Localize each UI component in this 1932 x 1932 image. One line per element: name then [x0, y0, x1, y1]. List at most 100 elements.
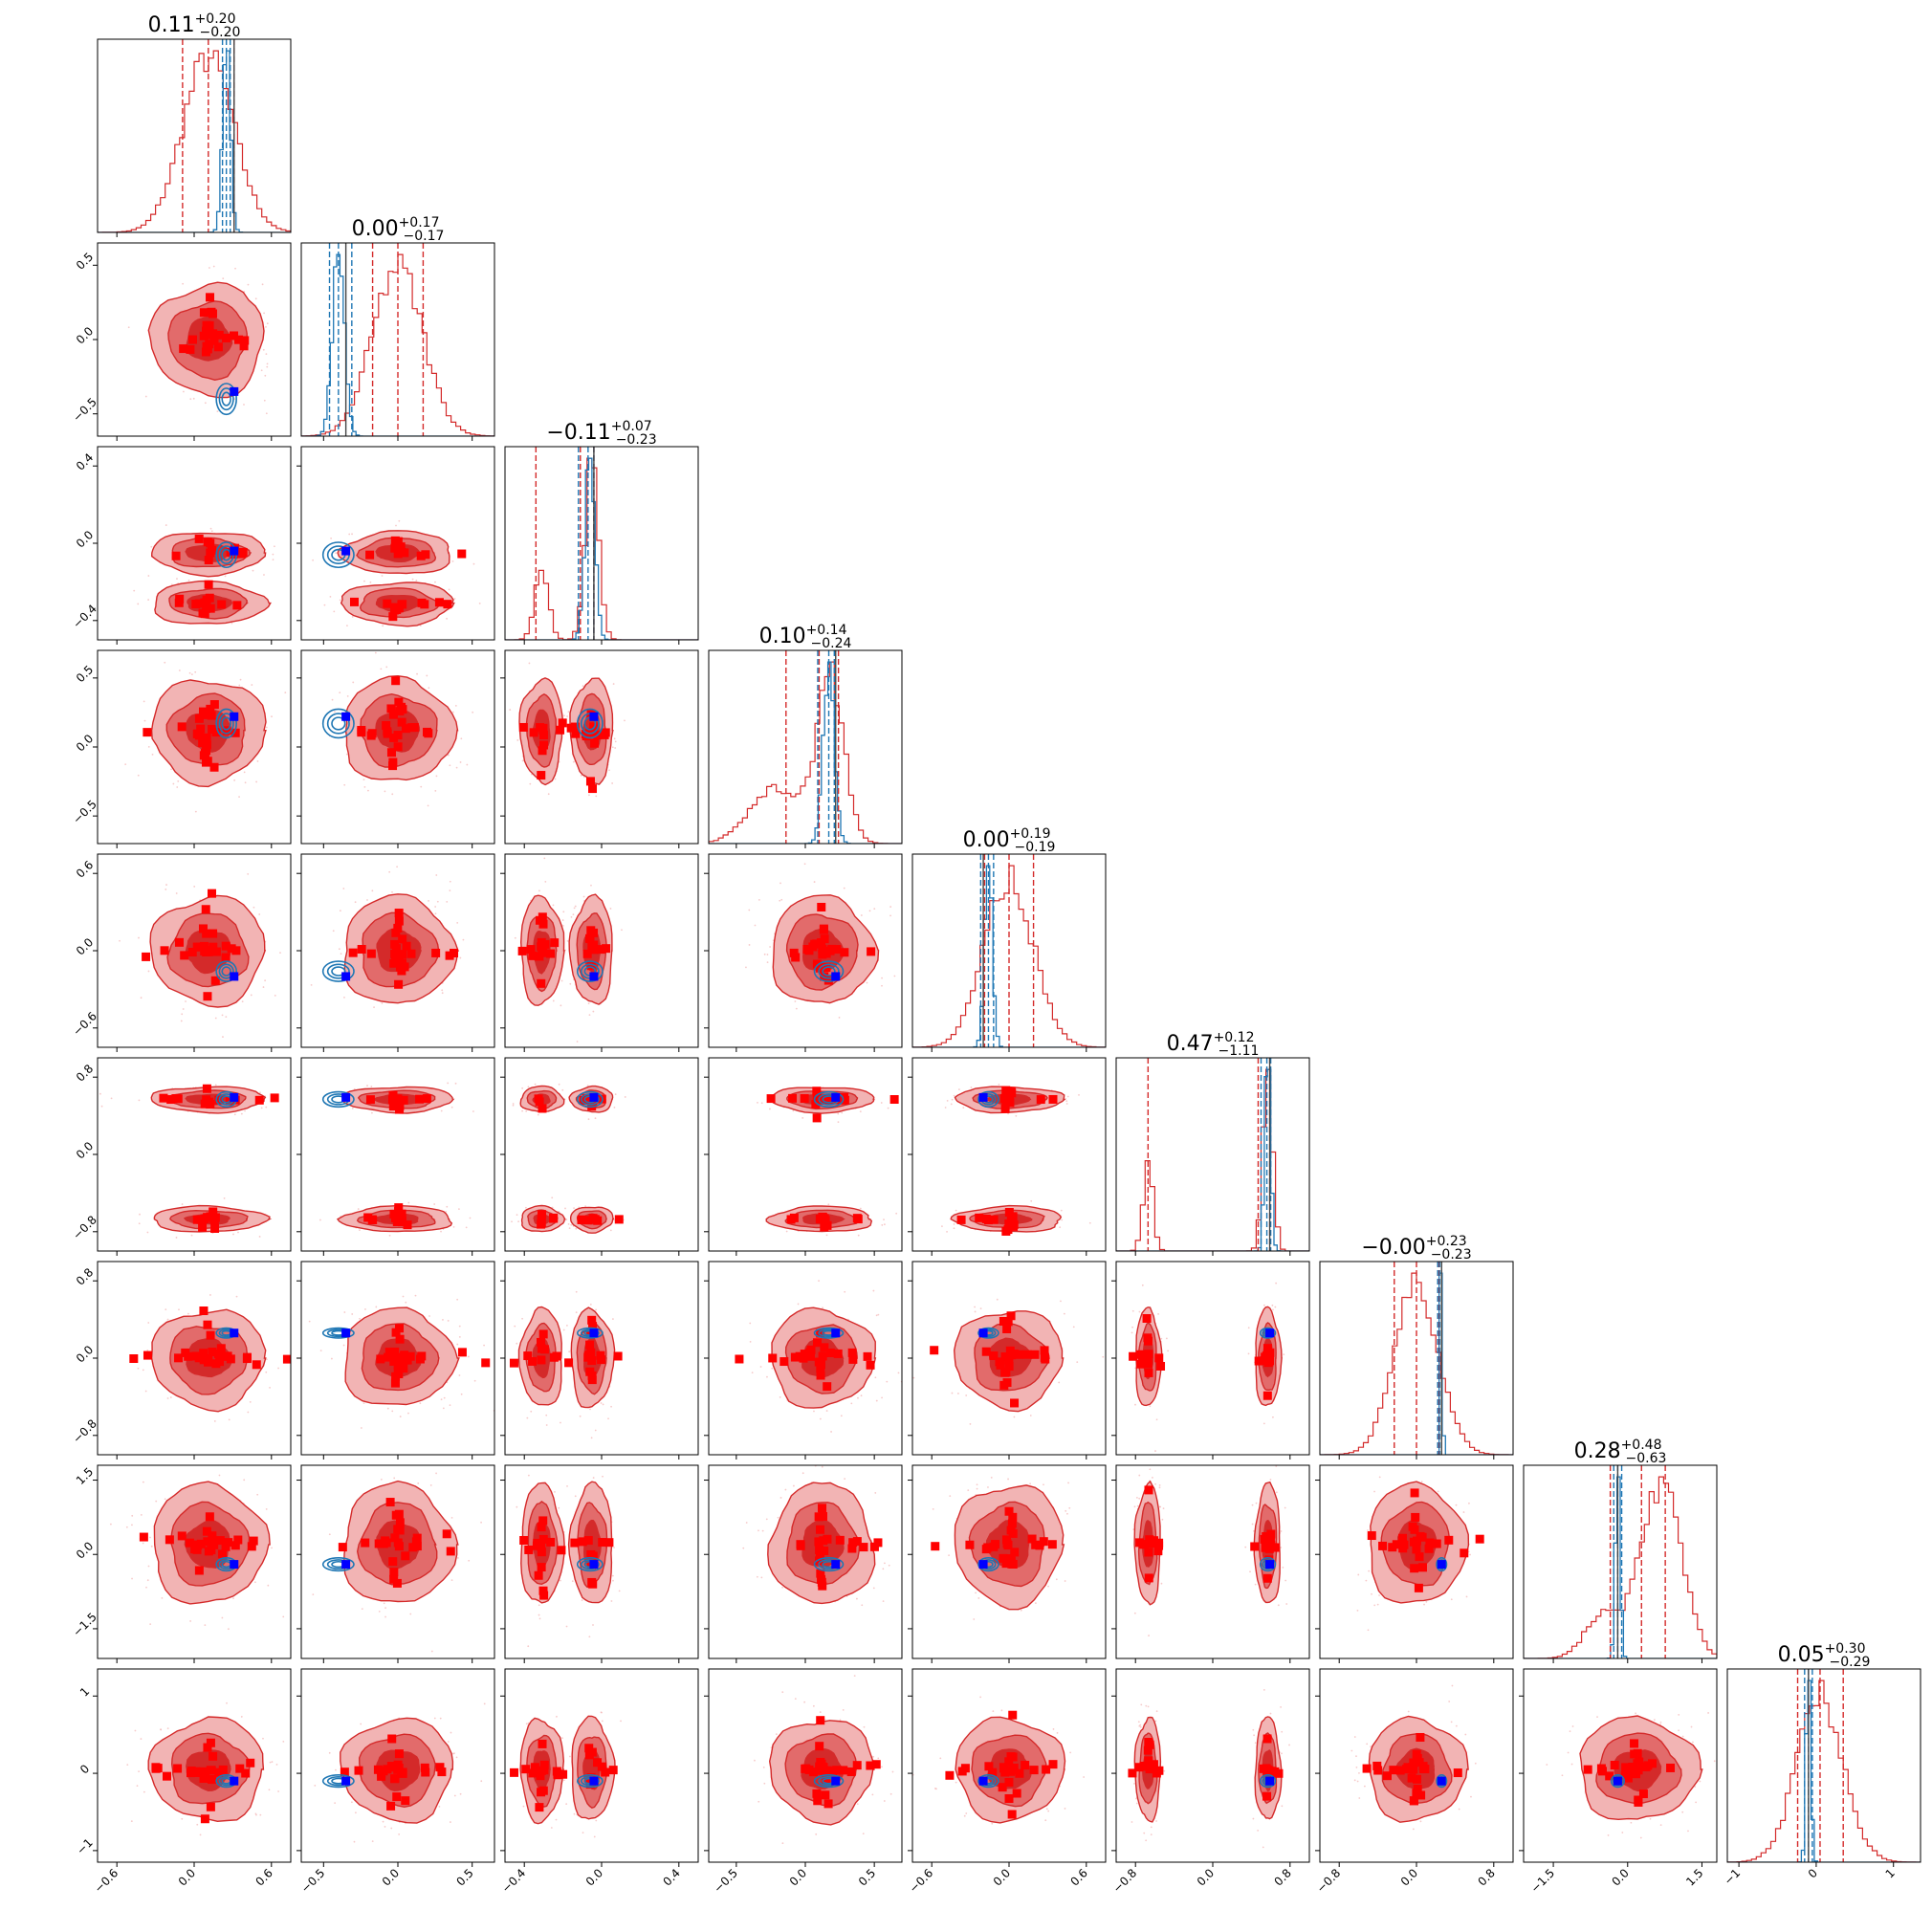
- red-square-marker: [1254, 1356, 1263, 1366]
- sample-point: [420, 785, 423, 788]
- sample-point: [1015, 1114, 1018, 1117]
- sample-point: [1149, 1405, 1152, 1408]
- sample-point: [895, 1212, 898, 1215]
- sample-point: [1060, 1209, 1063, 1212]
- red-square-marker: [586, 1549, 596, 1559]
- sample-point: [538, 889, 540, 892]
- red-square-marker: [1262, 1573, 1272, 1583]
- red-square-marker: [1001, 1535, 1011, 1545]
- panel-content: [319, 1082, 474, 1237]
- red-square-marker: [534, 1570, 543, 1580]
- sample-point: [216, 410, 219, 413]
- sample-point: [334, 711, 336, 714]
- red-square-marker: [1027, 1534, 1037, 1544]
- sample-point: [448, 754, 450, 757]
- sample-point: [572, 760, 575, 763]
- red-square-marker: [517, 946, 527, 955]
- red-square-marker: [581, 730, 590, 739]
- sample-point: [1284, 1579, 1287, 1582]
- sample-point: [1061, 1218, 1064, 1221]
- sample-point: [874, 1376, 877, 1379]
- red-square-marker: [1136, 1350, 1146, 1359]
- sample-point: [569, 982, 572, 985]
- red-square-marker: [840, 948, 849, 957]
- title-minus: −0.19: [1014, 840, 1055, 855]
- red-square-marker: [388, 710, 398, 719]
- contour-panel-3-2: [500, 649, 699, 848]
- title-plus: +0.19: [1010, 826, 1051, 842]
- red-square-marker: [1008, 1212, 1018, 1221]
- sample-point: [363, 580, 365, 582]
- sample-point: [976, 1487, 978, 1490]
- red-square-marker: [395, 1518, 405, 1527]
- red-square-marker: [815, 1215, 824, 1224]
- red-square-marker: [796, 1540, 805, 1549]
- sample-point: [255, 780, 258, 783]
- red-square-marker: [1002, 1378, 1012, 1388]
- blue-contour: [215, 960, 237, 982]
- sample-point: [435, 1472, 437, 1475]
- red-square-marker: [1004, 1218, 1014, 1228]
- sample-point: [998, 1083, 1000, 1086]
- sample-point: [1280, 1530, 1283, 1532]
- sample-point: [1255, 1502, 1258, 1504]
- sample-point: [145, 1586, 147, 1589]
- red-square-marker: [823, 1382, 832, 1392]
- sample-point: [566, 715, 568, 717]
- sample-point: [272, 553, 274, 556]
- red-square-marker: [420, 600, 429, 609]
- red-square-marker: [823, 1095, 833, 1105]
- blue-contour: [576, 708, 604, 739]
- sample-point: [1365, 1579, 1368, 1582]
- red-square-marker: [818, 1504, 827, 1513]
- red-square-marker: [394, 1370, 404, 1379]
- sample-point: [760, 1102, 763, 1105]
- blue-histogram: [1116, 1068, 1309, 1251]
- sample-point: [1269, 1479, 1272, 1481]
- sample-point: [343, 1311, 346, 1313]
- red-square-marker: [206, 548, 215, 558]
- red-square-marker: [1006, 1311, 1016, 1321]
- red-square-marker: [1410, 1488, 1419, 1498]
- red-square-marker: [231, 728, 240, 737]
- red-square-marker: [821, 1216, 830, 1225]
- red-square-marker: [403, 1355, 412, 1365]
- sample-point: [558, 1506, 560, 1509]
- sample-point: [570, 1223, 573, 1226]
- red-square-marker: [393, 742, 403, 752]
- red-square-marker: [538, 1329, 548, 1339]
- sample-point: [354, 901, 357, 904]
- red-square-marker: [383, 729, 392, 738]
- red-square-marker: [214, 330, 224, 340]
- red-square-marker: [191, 600, 201, 609]
- red-square-marker: [192, 1540, 202, 1549]
- red-square-marker: [129, 1354, 139, 1364]
- red-square-marker: [1262, 1354, 1272, 1364]
- red-square-marker: [221, 953, 231, 962]
- sample-point: [953, 1223, 955, 1225]
- panel-content: [1129, 1282, 1285, 1452]
- sample-point: [458, 1374, 461, 1376]
- red-square-marker: [557, 1546, 566, 1555]
- sample-point: [1249, 1570, 1251, 1573]
- title-plus: +0.23: [1426, 1234, 1467, 1249]
- sample-point: [1149, 1468, 1152, 1471]
- red-square-marker: [546, 1537, 556, 1547]
- sample-point: [459, 956, 462, 959]
- sample-point: [187, 1312, 189, 1315]
- red-square-marker: [1006, 1526, 1016, 1535]
- sample-point: [554, 1490, 556, 1493]
- red-square-marker: [578, 1537, 587, 1547]
- contour-panel-4-1: [296, 853, 495, 1052]
- sample-point: [588, 1014, 591, 1017]
- sample-point: [582, 895, 585, 898]
- sample-point: [146, 1231, 149, 1234]
- sample-point: [749, 1340, 752, 1343]
- red-square-marker: [999, 1553, 1008, 1563]
- sample-point: [759, 1366, 762, 1368]
- red-square-marker: [847, 1544, 857, 1553]
- red-square-marker: [210, 976, 220, 985]
- sample-point: [962, 1107, 965, 1109]
- sample-point: [339, 599, 341, 602]
- sample-point: [100, 1105, 103, 1108]
